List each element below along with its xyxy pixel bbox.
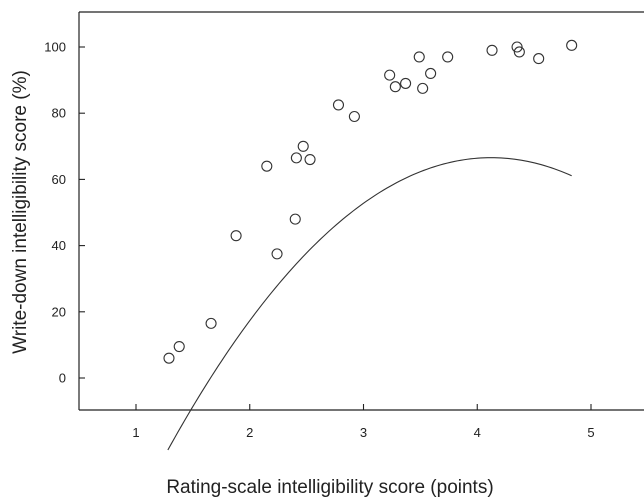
fit-curve [167,157,572,451]
data-point [400,77,412,89]
x-axis: 1 2 3 4 5 [132,404,595,440]
data-point [348,110,360,123]
y-tick-label: 0 [59,371,66,386]
x-tick-label: 4 [474,425,481,440]
x-tick-label: 3 [360,425,367,440]
data-point [413,51,425,63]
data-point [566,39,578,51]
data-point [290,152,302,164]
data-point [304,153,316,166]
y-axis: 0 20 40 60 80 100 [44,40,85,386]
y-tick-label: 20 [52,304,66,319]
data-point [163,352,175,364]
fit-curve-layer [167,157,572,451]
data-point [173,341,185,353]
data-point [442,51,454,63]
x-axis-title: Rating-scale intelligibility score (poin… [166,477,493,498]
plot-frame [78,11,644,411]
data-point [271,248,283,260]
data-point [230,230,242,242]
y-axis-title: Write-down intelligibility score (%) [10,70,31,354]
data-point [511,41,523,53]
data-point [289,213,301,225]
x-tick-label: 1 [132,425,139,440]
x-tick-label: 2 [246,425,253,440]
data-point [384,69,396,81]
y-tick-label: 100 [44,40,66,55]
data-points [163,39,578,364]
data-point [332,99,345,111]
y-tick-label: 40 [52,238,66,253]
data-point [513,46,525,58]
data-point [417,82,429,94]
data-point [297,140,309,152]
data-point [261,160,273,172]
y-tick-label: 60 [52,172,66,187]
data-point [425,67,437,80]
data-point [205,317,217,329]
data-point [486,44,498,56]
data-point [389,81,401,93]
data-point [533,53,545,65]
y-tick-label: 80 [52,106,66,121]
x-tick-label: 5 [587,425,594,440]
